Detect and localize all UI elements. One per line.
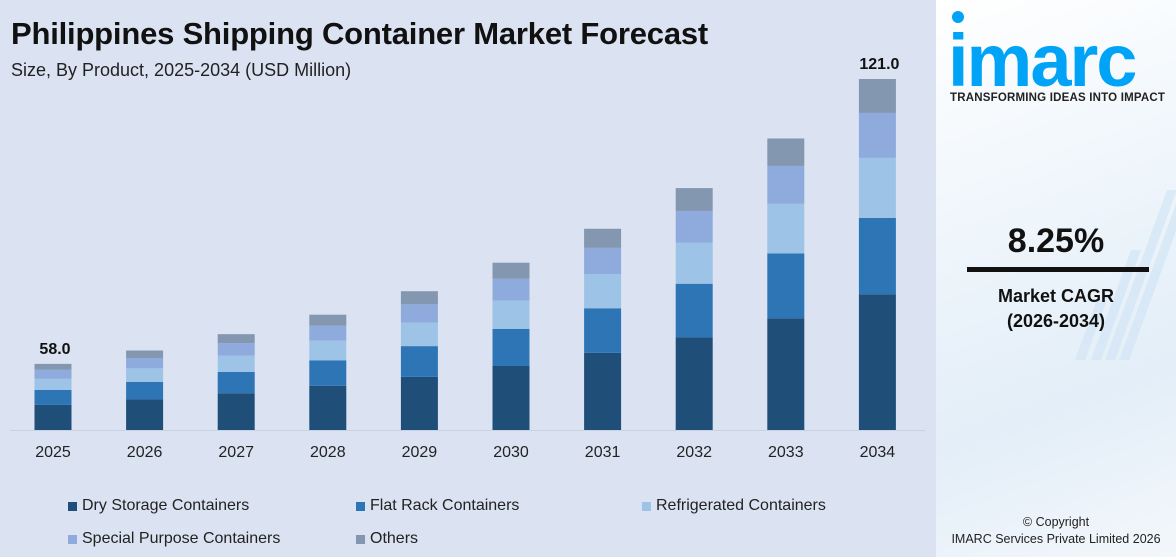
bar-segment-special-purpose-containers-2026 xyxy=(126,357,164,369)
legend-item: Others xyxy=(356,530,418,548)
bar-segment-others-2033 xyxy=(767,138,805,166)
bar-segment-dry-storage-containers-2026 xyxy=(126,399,164,430)
copyright-line-1: © Copyright xyxy=(1022,515,1090,529)
bar-segment-flat-rack-containers-2027 xyxy=(217,371,255,394)
bar-segment-refrigerated-containers-2025 xyxy=(34,378,72,390)
bar-segment-special-purpose-containers-2029 xyxy=(400,304,438,323)
bar-segment-flat-rack-containers-2026 xyxy=(126,381,164,400)
bar-segment-dry-storage-containers-2028 xyxy=(309,385,347,430)
bar-segment-refrigerated-containers-2031 xyxy=(584,274,622,309)
bar-segment-flat-rack-containers-2025 xyxy=(34,389,72,405)
copyright-line-2: IMARC Services Private Limited 2026 xyxy=(951,532,1161,546)
bar-segment-special-purpose-containers-2028 xyxy=(309,325,347,341)
bar-segment-dry-storage-containers-2034 xyxy=(858,294,896,430)
copyright: © Copyright IMARC Services Private Limit… xyxy=(936,514,1176,548)
bar-segment-refrigerated-containers-2034 xyxy=(858,157,896,218)
logo-text: imarc xyxy=(948,19,1135,92)
cagr-value: 8.25% xyxy=(1007,222,1105,260)
x-tick-label: 2027 xyxy=(218,444,254,461)
bar-segment-others-2032 xyxy=(675,188,713,211)
legend-swatch xyxy=(356,534,365,544)
bar-segment-dry-storage-containers-2032 xyxy=(675,337,713,430)
imarc-logo: imarc xyxy=(948,11,1137,92)
bar-segment-special-purpose-containers-2027 xyxy=(217,343,255,356)
bar-segment-dry-storage-containers-2029 xyxy=(400,376,438,430)
data-label: 58.0 xyxy=(39,341,70,358)
legend-label: Dry Storage Containers xyxy=(82,497,250,514)
legend-swatch xyxy=(642,501,651,511)
divider xyxy=(967,267,1149,272)
x-tick-label: 2030 xyxy=(493,444,529,461)
bar-segment-refrigerated-containers-2033 xyxy=(767,203,805,254)
tagline: TRANSFORMING IDEAS INTO IMPACT xyxy=(950,92,1166,104)
bar-segment-special-purpose-containers-2033 xyxy=(767,165,805,204)
bar-segment-refrigerated-containers-2028 xyxy=(309,340,347,361)
bar-segment-dry-storage-containers-2031 xyxy=(584,352,622,430)
bar-segment-others-2030 xyxy=(492,262,530,279)
background-decoration xyxy=(1105,190,1176,360)
bar-segment-flat-rack-containers-2032 xyxy=(675,283,713,338)
legend-item: Dry Storage Containers xyxy=(68,497,249,515)
x-tick-label: 2031 xyxy=(585,444,621,461)
chart-panel: Philippines Shipping Container Market Fo… xyxy=(10,16,925,548)
bar-segment-others-2027 xyxy=(217,334,255,344)
bar-segment-special-purpose-containers-2032 xyxy=(675,210,713,243)
bar-segment-others-2034 xyxy=(858,79,896,113)
bar-segment-others-2026 xyxy=(126,350,164,358)
bar-segment-special-purpose-containers-2034 xyxy=(858,112,896,158)
sidebar: imarc TRANSFORMING IDEAS INTO IMPACT 8.2… xyxy=(936,0,1176,557)
legend-swatch xyxy=(356,501,365,511)
legend-label: Others xyxy=(370,530,419,547)
legend-swatch xyxy=(68,534,77,544)
legend-swatch xyxy=(68,501,77,511)
bar-segment-others-2028 xyxy=(309,314,347,326)
bar-segment-others-2031 xyxy=(584,228,622,248)
x-tick-label: 2033 xyxy=(768,444,804,461)
cagr-label: Market CAGR (2026-2034) xyxy=(936,284,1176,334)
chart-title: Philippines Shipping Container Market Fo… xyxy=(11,16,709,51)
bar-segment-others-2029 xyxy=(400,291,438,305)
cagr-period: (2026-2034) xyxy=(1006,311,1106,331)
bar-segment-flat-rack-containers-2029 xyxy=(400,346,438,377)
legend-item: Flat Rack Containers xyxy=(356,497,519,515)
data-label: 121.0 xyxy=(859,56,899,73)
bar-segment-dry-storage-containers-2025 xyxy=(34,404,72,430)
x-tick-label: 2026 xyxy=(127,444,163,461)
bar-segment-special-purpose-containers-2025 xyxy=(34,369,72,379)
bar-segment-special-purpose-containers-2031 xyxy=(584,247,622,275)
legend-label: Special Purpose Containers xyxy=(82,530,281,547)
stacked-bar-chart: 2025 58.0 2026 2027 2028 2029 2030 2031 2032 2033… xyxy=(10,56,925,461)
bar-segment-refrigerated-containers-2032 xyxy=(675,242,713,284)
bar-segment-flat-rack-containers-2028 xyxy=(309,360,347,386)
bar-segment-special-purpose-containers-2030 xyxy=(492,278,530,301)
bar-segment-dry-storage-containers-2033 xyxy=(767,318,805,430)
bar-segment-flat-rack-containers-2031 xyxy=(584,308,622,353)
bar-segment-refrigerated-containers-2030 xyxy=(492,300,530,329)
bar-segment-dry-storage-containers-2030 xyxy=(492,365,530,430)
legend-label: Refrigerated Containers xyxy=(656,497,826,514)
chart-subtitle: Size, By Product, 2025-2034 (USD Million… xyxy=(11,60,352,80)
cagr-label-text: Market CAGR xyxy=(997,286,1115,306)
legend-label: Flat Rack Containers xyxy=(370,497,520,514)
x-tick-label: 2025 xyxy=(35,444,71,461)
legend-item: Refrigerated Containers xyxy=(642,497,826,515)
x-tick-label: 2032 xyxy=(676,444,712,461)
bar-segment-refrigerated-containers-2026 xyxy=(126,368,164,382)
bar-segment-others-2025 xyxy=(34,363,72,370)
x-tick-label: 2034 xyxy=(860,444,896,461)
bar-segment-flat-rack-containers-2030 xyxy=(492,328,530,366)
x-tick-label: 2029 xyxy=(402,444,438,461)
bar-segment-flat-rack-containers-2033 xyxy=(767,253,805,319)
bar-segment-dry-storage-containers-2027 xyxy=(217,393,255,430)
bar-segment-flat-rack-containers-2034 xyxy=(858,217,896,295)
bar-segment-refrigerated-containers-2027 xyxy=(217,355,255,372)
bar-segment-refrigerated-containers-2029 xyxy=(400,322,438,347)
legend-item: Special Purpose Containers xyxy=(68,530,280,548)
x-tick-label: 2028 xyxy=(310,444,346,461)
